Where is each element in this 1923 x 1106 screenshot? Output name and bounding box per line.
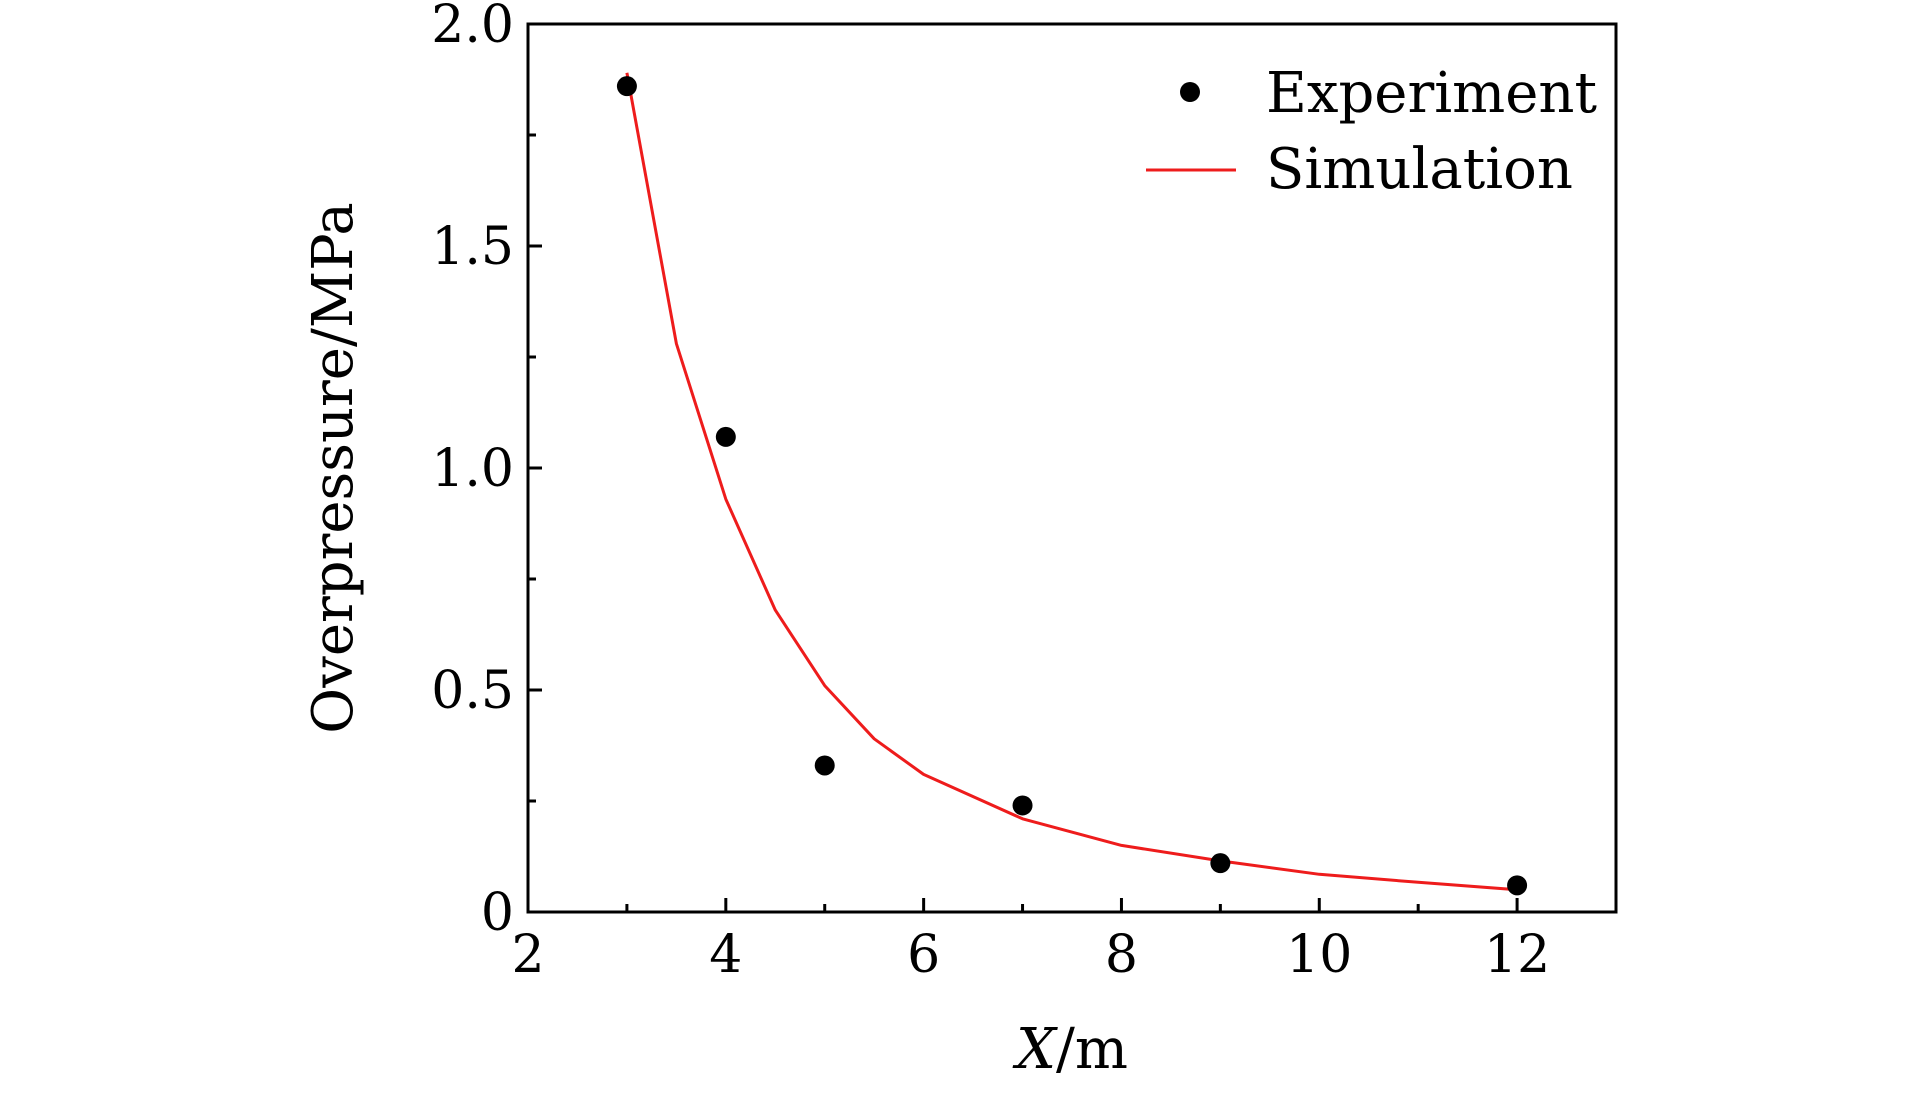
y-axis-title: Overpressure/MPa — [301, 202, 366, 733]
experiment-point — [1507, 875, 1528, 896]
legend: Experiment Simulation — [1146, 61, 1597, 202]
y-tick-label: 0 — [481, 883, 514, 943]
x-axis-unit: /m — [1056, 1017, 1128, 1082]
x-tick-label: 8 — [1105, 925, 1138, 985]
y-tick-label: 1.5 — [431, 217, 514, 277]
experiment-point — [814, 755, 835, 776]
x-tick-label: 6 — [907, 925, 940, 985]
x-tick-label: 2 — [511, 925, 544, 985]
legend-experiment-marker — [1180, 82, 1200, 102]
legend-experiment-label: Experiment — [1266, 61, 1597, 126]
experiment-point — [1012, 795, 1033, 816]
experiment-point — [1210, 853, 1231, 874]
series-layer — [616, 72, 1528, 896]
x-tick-label: 12 — [1484, 925, 1550, 985]
legend-simulation-label: Simulation — [1266, 137, 1573, 202]
x-axis-title: X/m — [1012, 1017, 1128, 1082]
y-tick-label: 1.0 — [431, 439, 514, 499]
experiment-point — [715, 426, 736, 447]
x-tick-label: 4 — [709, 925, 742, 985]
x-axis-ticks: 2 4 6 8 10 12 — [511, 898, 1550, 985]
y-axis-ticks: 0 0.5 1.0 1.5 2.0 — [431, 0, 542, 943]
y-tick-label: 0.5 — [431, 661, 514, 721]
x-tick-label: 10 — [1286, 925, 1352, 985]
y-tick-label: 2.0 — [431, 0, 514, 55]
experiment-point — [616, 76, 637, 97]
simulation-curve — [625, 72, 1518, 892]
x-axis-variable: X — [1012, 1017, 1058, 1082]
